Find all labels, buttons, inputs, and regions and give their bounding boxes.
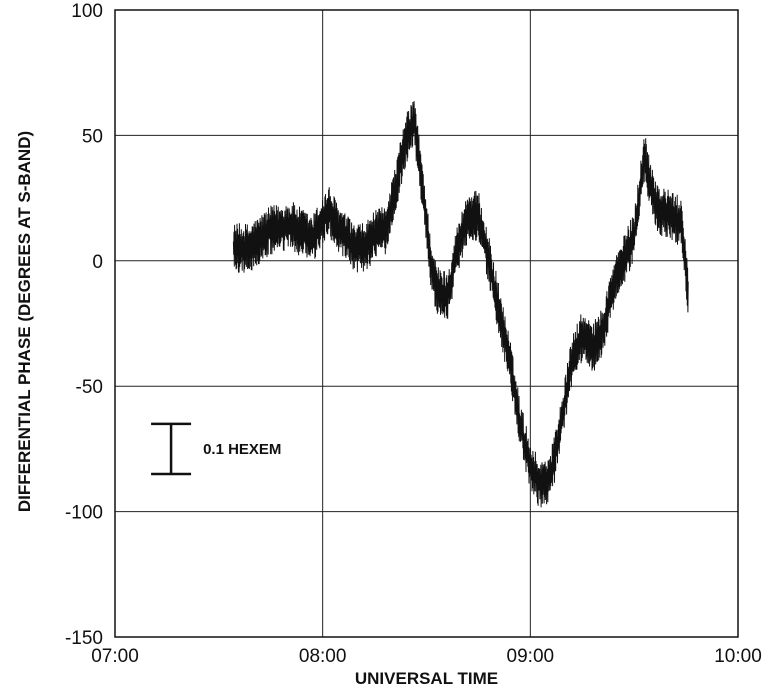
- y-axis-label: DIFFERENTIAL PHASE (DEGREES AT S-BAND): [15, 131, 34, 512]
- scale-bar: 0.1 HEXEM: [151, 422, 281, 476]
- y-tick-labels: 100 50 0 -50 -100 -150: [65, 1, 103, 649]
- y-tick-label-2: 0: [92, 252, 103, 273]
- series-line-0: [232, 101, 689, 508]
- x-tick-label-2: 09:00: [507, 646, 555, 667]
- x-tick-label-0: 07:00: [91, 646, 139, 667]
- grid-lines: [114, 9, 739, 638]
- y-tick-label-0: 100: [71, 1, 103, 22]
- y-tick-label-3: -50: [76, 377, 103, 398]
- y-tick-label-5: -150: [65, 628, 103, 649]
- y-tick-label-4: -100: [65, 503, 103, 524]
- x-axis-label: UNIVERSAL TIME: [355, 669, 498, 688]
- scale-bar-label: 0.1 HEXEM: [203, 441, 281, 458]
- x-tick-label-1: 08:00: [299, 646, 347, 667]
- plot-frame: [114, 9, 739, 638]
- series-group: [232, 101, 689, 508]
- y-tick-label-1: 50: [82, 126, 103, 147]
- x-tick-label-3: 10:00: [714, 646, 762, 667]
- x-tick-labels: 07:00 08:00 09:00 10:00: [91, 646, 762, 667]
